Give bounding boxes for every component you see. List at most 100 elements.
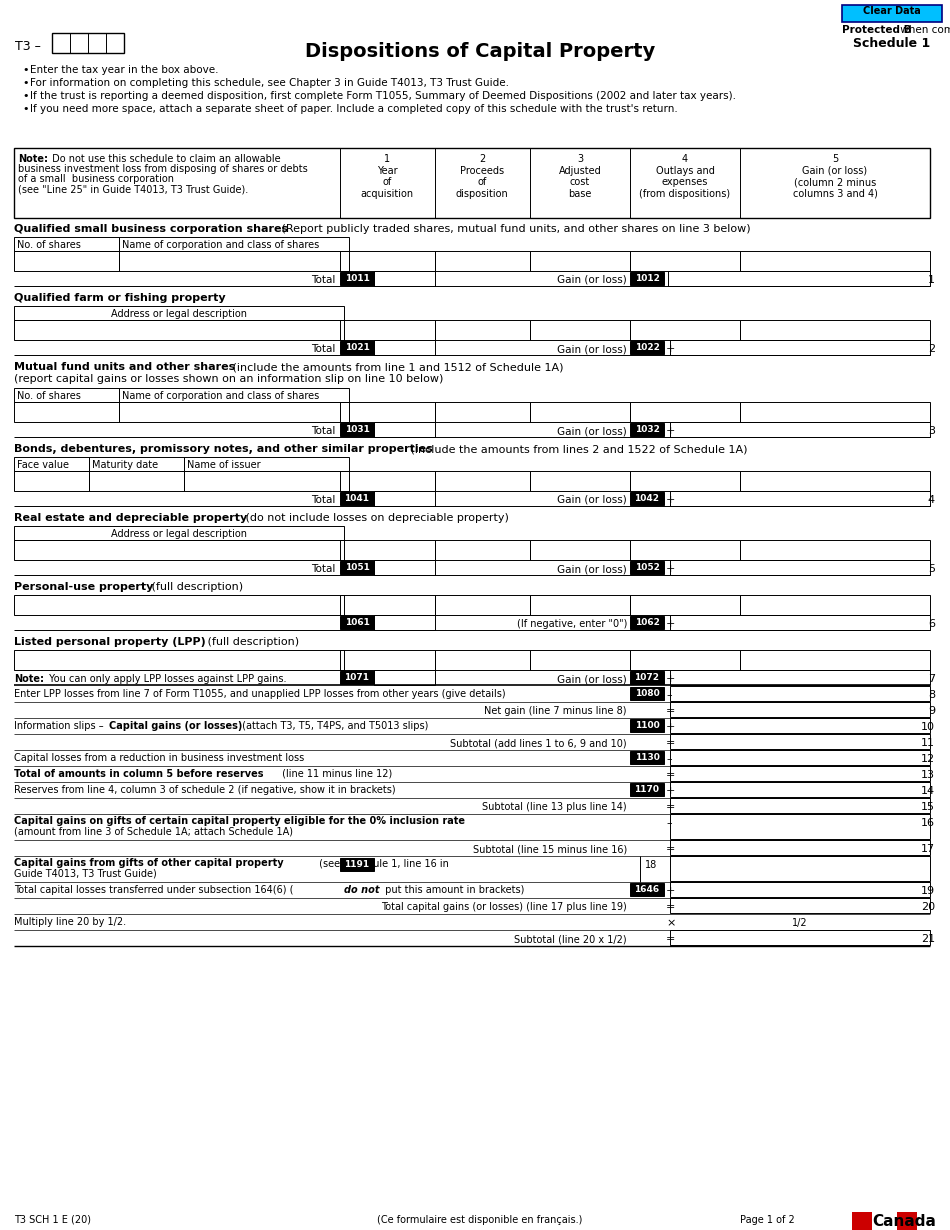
Text: 18: 18 bbox=[645, 860, 657, 870]
Bar bbox=[740, 402, 930, 422]
Text: (do not include losses on depreciable property): (do not include losses on depreciable pr… bbox=[242, 513, 509, 523]
Bar bbox=[630, 688, 664, 700]
Text: Gain (or loss): Gain (or loss) bbox=[558, 344, 627, 354]
Bar bbox=[89, 471, 184, 491]
Bar bbox=[340, 649, 435, 670]
Text: 5
Gain (or loss)
(column 2 minus
columns 3 and 4): 5 Gain (or loss) (column 2 minus columns… bbox=[792, 154, 878, 199]
Bar bbox=[340, 859, 374, 871]
Text: (amount from line 3 of Schedule 1A; attach Schedule 1A): (amount from line 3 of Schedule 1A; atta… bbox=[14, 827, 293, 836]
Text: Canada: Canada bbox=[872, 1214, 936, 1229]
Text: Dispositions of Capital Property: Dispositions of Capital Property bbox=[305, 42, 656, 62]
Bar bbox=[340, 251, 435, 271]
Text: Gain (or loss): Gain (or loss) bbox=[558, 674, 627, 684]
Bar bbox=[630, 595, 740, 615]
Bar bbox=[630, 561, 664, 574]
Bar bbox=[435, 649, 530, 670]
Text: 1042: 1042 bbox=[635, 494, 659, 503]
Bar bbox=[630, 616, 664, 629]
Text: Total of amounts in column 5 before reserves: Total of amounts in column 5 before rese… bbox=[14, 769, 263, 779]
Text: 1130: 1130 bbox=[635, 753, 659, 763]
Bar bbox=[89, 458, 184, 471]
Text: put this amount in brackets): put this amount in brackets) bbox=[382, 886, 524, 895]
Text: Enter the tax year in the box above.: Enter the tax year in the box above. bbox=[30, 65, 219, 75]
Bar bbox=[340, 402, 435, 422]
Text: Subtotal (add lines 1 to 6, 9 and 10): Subtotal (add lines 1 to 6, 9 and 10) bbox=[450, 738, 627, 748]
Text: (If negative, enter "0"): (If negative, enter "0") bbox=[517, 619, 627, 629]
Bar bbox=[530, 649, 630, 670]
Text: Capital gains (or losses): Capital gains (or losses) bbox=[109, 721, 242, 731]
Text: (line 11 minus line 12): (line 11 minus line 12) bbox=[279, 769, 392, 779]
Text: Qualified small business corporation shares: Qualified small business corporation sha… bbox=[14, 224, 288, 234]
Bar bbox=[14, 595, 344, 615]
Text: Clear Data: Clear Data bbox=[864, 6, 921, 16]
Text: Gain (or loss): Gain (or loss) bbox=[558, 426, 627, 435]
Bar bbox=[14, 306, 344, 320]
Text: Gain (or loss): Gain (or loss) bbox=[558, 276, 627, 285]
Text: 2
Proceeds
of
disposition: 2 Proceeds of disposition bbox=[456, 154, 508, 199]
Bar bbox=[374, 615, 435, 630]
Bar bbox=[630, 492, 664, 506]
Text: Bonds, debentures, promissory notes, and other similar properties: Bonds, debentures, promissory notes, and… bbox=[14, 444, 433, 454]
Text: =: = bbox=[666, 844, 675, 854]
Text: 2: 2 bbox=[928, 344, 935, 354]
Text: Net gain (line 7 minus line 8): Net gain (line 7 minus line 8) bbox=[484, 706, 627, 716]
Bar bbox=[670, 702, 930, 717]
Bar bbox=[119, 402, 349, 422]
Bar bbox=[842, 5, 942, 22]
Text: For information on completing this schedule, see Chapter 3 in Guide T4013, T3 Tr: For information on completing this sched… bbox=[30, 77, 509, 89]
Text: 3
Adjusted
cost
base: 3 Adjusted cost base bbox=[559, 154, 601, 199]
Bar bbox=[670, 782, 930, 797]
Bar bbox=[14, 387, 119, 402]
Bar bbox=[14, 458, 89, 471]
Text: 11: 11 bbox=[921, 738, 935, 748]
Bar bbox=[530, 251, 630, 271]
Text: do not: do not bbox=[344, 886, 379, 895]
Bar bbox=[630, 672, 664, 684]
Bar bbox=[435, 402, 530, 422]
Text: Protected B: Protected B bbox=[842, 25, 912, 34]
Text: +: + bbox=[666, 619, 675, 629]
Text: Total: Total bbox=[311, 426, 335, 435]
Bar bbox=[340, 423, 374, 435]
Text: 3: 3 bbox=[928, 426, 935, 435]
Bar bbox=[184, 458, 349, 471]
Text: 1061: 1061 bbox=[345, 617, 370, 627]
Text: Do not use this schedule to claim an allowable: Do not use this schedule to claim an all… bbox=[49, 154, 280, 164]
Text: (Ce formulaire est disponible en français.): (Ce formulaire est disponible en françai… bbox=[377, 1215, 582, 1225]
Bar bbox=[670, 560, 930, 574]
Bar bbox=[670, 798, 930, 813]
Bar bbox=[740, 649, 930, 670]
Text: Schedule 1: Schedule 1 bbox=[853, 37, 930, 50]
Bar bbox=[435, 251, 530, 271]
Text: 1031: 1031 bbox=[345, 426, 370, 434]
Text: 16: 16 bbox=[921, 818, 935, 828]
Text: Total: Total bbox=[311, 344, 335, 354]
Bar bbox=[630, 471, 740, 491]
Bar bbox=[630, 402, 740, 422]
Text: Name of issuer: Name of issuer bbox=[187, 460, 260, 470]
Bar bbox=[14, 471, 89, 491]
Text: Note:: Note: bbox=[14, 674, 44, 684]
Text: 1646: 1646 bbox=[635, 886, 659, 894]
Bar bbox=[740, 595, 930, 615]
Text: =: = bbox=[666, 770, 675, 780]
Bar bbox=[435, 540, 530, 560]
Text: Gain (or loss): Gain (or loss) bbox=[558, 565, 627, 574]
Text: (include the amounts from line 1 and 1512 of Schedule 1A): (include the amounts from line 1 and 151… bbox=[229, 362, 563, 371]
Bar bbox=[340, 471, 435, 491]
Text: No. of shares: No. of shares bbox=[17, 391, 81, 401]
Text: (full description): (full description) bbox=[204, 637, 299, 647]
Text: Capital gains on gifts of certain capital property eligible for the 0% inclusion: Capital gains on gifts of certain capita… bbox=[14, 815, 465, 827]
Text: Personal-use property: Personal-use property bbox=[14, 582, 153, 592]
Bar bbox=[340, 672, 374, 684]
Text: 1/2: 1/2 bbox=[792, 918, 808, 927]
Text: Subtotal (line 20 x 1/2): Subtotal (line 20 x 1/2) bbox=[514, 934, 627, 943]
Bar bbox=[630, 540, 740, 560]
Bar bbox=[14, 251, 119, 271]
Bar bbox=[14, 526, 344, 540]
Text: 21: 21 bbox=[921, 934, 935, 943]
Text: 1: 1 bbox=[928, 276, 935, 285]
Text: 15: 15 bbox=[921, 802, 935, 812]
Bar bbox=[668, 271, 930, 287]
Bar bbox=[740, 320, 930, 339]
